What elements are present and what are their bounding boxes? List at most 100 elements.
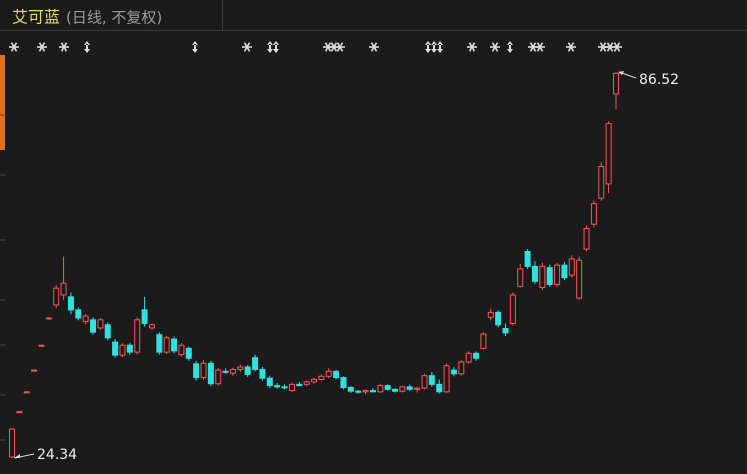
candle-body bbox=[171, 338, 178, 352]
candle-body bbox=[274, 385, 281, 388]
star-icon bbox=[468, 42, 476, 52]
candle-body bbox=[480, 333, 487, 349]
candle-body bbox=[112, 341, 119, 356]
star-icon bbox=[567, 42, 575, 52]
candle-body bbox=[53, 287, 60, 306]
chart-title: 艾可蓝 bbox=[12, 8, 60, 27]
star-icon bbox=[491, 42, 499, 52]
candle-body bbox=[23, 391, 30, 394]
candle-body bbox=[244, 366, 251, 375]
candle-body bbox=[576, 259, 583, 299]
star-icon bbox=[529, 42, 537, 52]
candle-body bbox=[163, 337, 170, 353]
candle-body bbox=[524, 251, 531, 267]
candle-body bbox=[82, 315, 89, 323]
high-pointer-head bbox=[618, 71, 624, 76]
candle-body bbox=[443, 365, 450, 393]
candle-body bbox=[215, 369, 222, 385]
candle-body bbox=[303, 381, 310, 385]
arrow-icon bbox=[437, 41, 443, 53]
candle-body bbox=[487, 311, 494, 318]
candle-body bbox=[613, 72, 619, 95]
candle-body bbox=[156, 334, 163, 353]
candle-body bbox=[318, 375, 325, 380]
star-icon bbox=[336, 42, 344, 52]
candle-body bbox=[16, 411, 23, 414]
star-icon bbox=[324, 42, 332, 52]
star-icon bbox=[60, 42, 68, 52]
arrow-icon bbox=[192, 41, 198, 53]
candle-body bbox=[605, 123, 612, 185]
star-icon bbox=[613, 42, 621, 52]
candle-body bbox=[200, 362, 207, 379]
candle-body bbox=[119, 344, 126, 356]
candle-body bbox=[414, 387, 421, 390]
candle-body bbox=[9, 428, 15, 458]
candle-body bbox=[45, 317, 52, 320]
candle-body bbox=[436, 383, 443, 393]
candle-body bbox=[296, 383, 303, 387]
candle-body bbox=[333, 370, 340, 379]
candle-body bbox=[539, 265, 546, 289]
candle-body bbox=[465, 352, 472, 363]
candle-body bbox=[134, 319, 141, 353]
star-icon bbox=[536, 42, 544, 52]
side-marker bbox=[0, 55, 5, 150]
candle-body bbox=[60, 282, 67, 296]
star-icon bbox=[10, 42, 18, 52]
candle-body bbox=[104, 324, 111, 339]
candle-body bbox=[531, 265, 538, 282]
candle-body bbox=[340, 377, 347, 388]
candle-body bbox=[355, 390, 362, 393]
candle-body bbox=[38, 344, 45, 347]
candle-body bbox=[554, 264, 561, 285]
candle-body bbox=[193, 363, 200, 379]
candle-body bbox=[288, 383, 295, 392]
candle-body bbox=[325, 370, 332, 377]
candle-body bbox=[347, 386, 354, 392]
candle-body bbox=[392, 388, 399, 392]
candle-body bbox=[141, 309, 148, 325]
star-icon bbox=[606, 42, 614, 52]
candle-body bbox=[31, 369, 38, 372]
candle-body bbox=[517, 268, 524, 287]
candle-body bbox=[126, 344, 133, 353]
candle-body bbox=[222, 370, 229, 373]
candle-body bbox=[421, 375, 428, 389]
candle-body bbox=[406, 386, 413, 390]
arrow-icon bbox=[273, 41, 279, 53]
arrow-icon bbox=[507, 41, 513, 53]
candle-body bbox=[75, 309, 82, 319]
chart-subtitle: (日线, 不复权) bbox=[66, 9, 162, 27]
low-label: 24.34 bbox=[37, 447, 77, 463]
candle-body bbox=[473, 352, 480, 359]
candle-body bbox=[237, 366, 244, 370]
candle-body bbox=[259, 368, 266, 379]
arrow-icon bbox=[431, 41, 437, 53]
candle-body bbox=[458, 361, 465, 375]
candle-body bbox=[598, 165, 605, 199]
candle-body bbox=[362, 390, 369, 393]
candle-body bbox=[67, 296, 74, 311]
candle-body bbox=[311, 378, 317, 383]
candle-body bbox=[97, 319, 104, 329]
candle-body bbox=[495, 311, 502, 326]
star-icon bbox=[38, 42, 46, 52]
arrow-icon bbox=[84, 41, 90, 53]
candle-body bbox=[546, 267, 553, 285]
candle-body bbox=[561, 264, 568, 279]
high-label: 86.52 bbox=[639, 72, 679, 88]
candle-body bbox=[502, 328, 509, 334]
star-icon bbox=[599, 42, 607, 52]
candle-body bbox=[509, 294, 516, 325]
candle-body bbox=[590, 203, 597, 225]
candle-body bbox=[369, 390, 376, 393]
candle-body bbox=[185, 347, 192, 359]
candle-body bbox=[148, 324, 155, 329]
candle-body bbox=[377, 385, 384, 393]
candle-body bbox=[266, 377, 273, 387]
candle-body bbox=[450, 369, 457, 375]
candle-body bbox=[399, 386, 406, 392]
